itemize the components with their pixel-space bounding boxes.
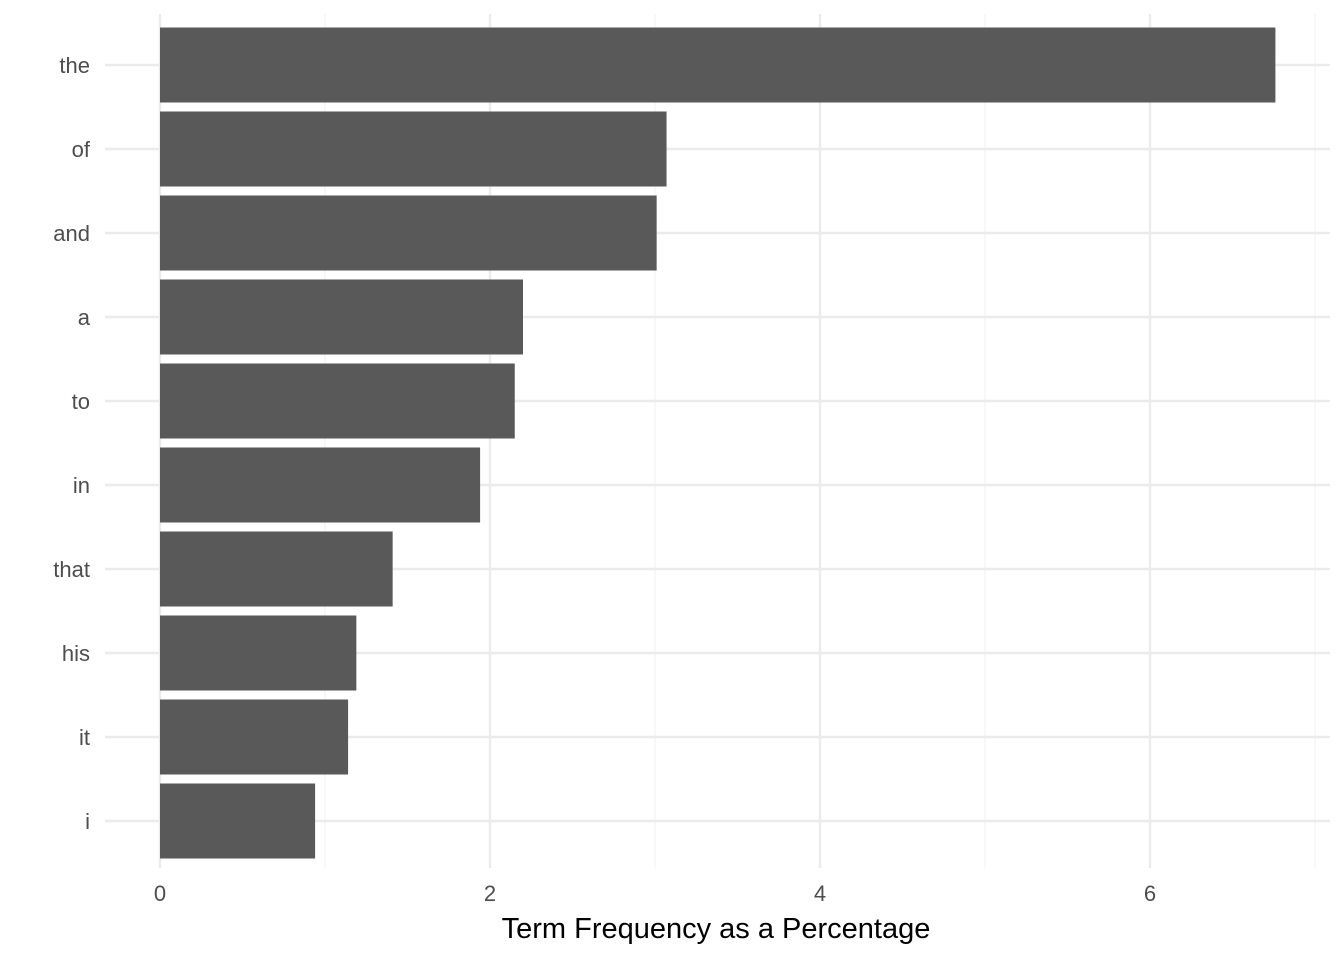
- bar-i: [160, 783, 316, 859]
- y-tick-label: i: [85, 809, 90, 834]
- y-tick-label: to: [72, 389, 90, 414]
- bar-and: [160, 195, 657, 271]
- y-tick-label: in: [73, 473, 90, 498]
- x-tick-label: 2: [484, 881, 496, 906]
- y-tick-label: a: [78, 305, 91, 330]
- bar-the: [160, 27, 1276, 103]
- bar-in: [160, 447, 481, 523]
- x-tick-label: 4: [814, 881, 826, 906]
- y-tick-label: his: [62, 641, 90, 666]
- bar-a: [160, 279, 523, 355]
- x-axis-title: Term Frequency as a Percentage: [502, 913, 931, 945]
- x-axis-labels: 0 2 4 6: [154, 881, 1156, 906]
- bar-to: [160, 363, 515, 439]
- bars: [160, 27, 1276, 859]
- bar-that: [160, 531, 393, 607]
- x-tick-label: 0: [154, 881, 166, 906]
- y-tick-label: and: [53, 221, 90, 246]
- y-tick-label: it: [79, 725, 90, 750]
- y-tick-label: the: [59, 53, 90, 78]
- bar-it: [160, 699, 349, 775]
- x-tick-label: 6: [1144, 881, 1156, 906]
- y-axis-labels: the of and a to in that his it i: [53, 53, 91, 834]
- y-tick-label: of: [72, 137, 91, 162]
- bar-his: [160, 615, 357, 691]
- bar-of: [160, 111, 667, 187]
- y-tick-label: that: [53, 557, 90, 582]
